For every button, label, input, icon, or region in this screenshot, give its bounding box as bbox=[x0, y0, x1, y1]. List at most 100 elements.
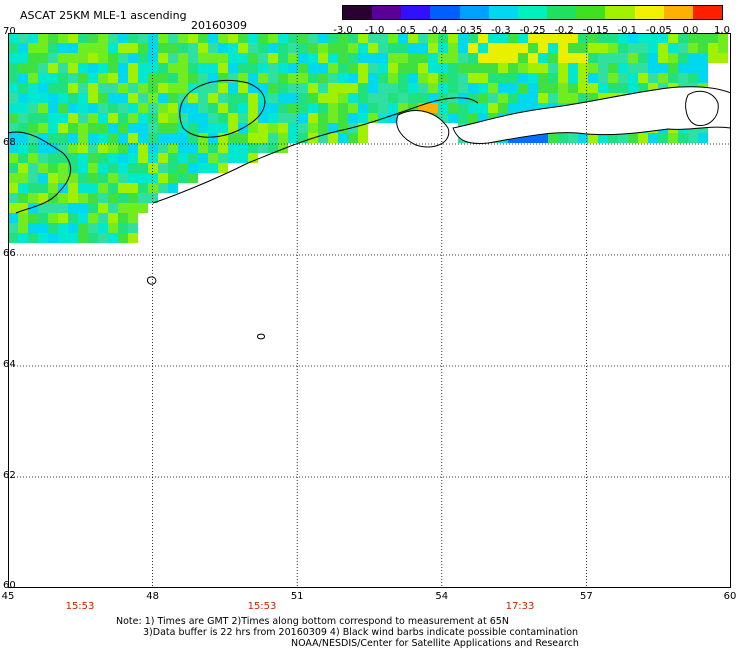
data-pixel bbox=[298, 83, 308, 93]
data-pixel bbox=[328, 113, 338, 123]
data-pixel bbox=[88, 153, 98, 163]
data-pixel bbox=[158, 173, 168, 183]
data-pixel bbox=[78, 193, 88, 203]
data-pixel bbox=[188, 103, 198, 113]
data-pixel bbox=[228, 103, 238, 113]
data-pixel bbox=[138, 63, 148, 73]
data-pixel bbox=[258, 133, 268, 143]
data-pixel bbox=[148, 93, 158, 103]
data-pixel bbox=[708, 33, 718, 43]
data-pixel bbox=[378, 63, 388, 73]
latitude-label: 60 bbox=[3, 580, 16, 591]
data-pixel bbox=[258, 63, 268, 73]
data-pixel bbox=[88, 163, 98, 173]
data-pixel bbox=[68, 73, 78, 83]
data-pixel bbox=[208, 73, 218, 83]
data-pixel bbox=[118, 53, 128, 63]
data-pixel bbox=[218, 153, 228, 163]
data-pixel bbox=[168, 123, 178, 133]
data-pixel bbox=[278, 93, 288, 103]
longitude-label: 54 bbox=[435, 591, 449, 602]
data-pixel bbox=[38, 63, 48, 73]
data-pixel bbox=[258, 103, 268, 113]
data-pixel bbox=[408, 33, 418, 43]
data-pixel bbox=[188, 43, 198, 53]
data-pixel bbox=[128, 93, 138, 103]
colorbar-label: -3.0 bbox=[333, 25, 353, 36]
data-pixel bbox=[118, 123, 128, 133]
data-pixel bbox=[198, 63, 208, 73]
data-pixel bbox=[548, 133, 558, 143]
data-pixel bbox=[198, 113, 208, 123]
map-plot[interactable] bbox=[8, 33, 731, 588]
data-pixel bbox=[458, 103, 468, 113]
data-pixel bbox=[288, 63, 298, 73]
data-pixel bbox=[88, 63, 98, 73]
data-pixel bbox=[308, 73, 318, 83]
data-pixel bbox=[68, 43, 78, 53]
colorbar-segment bbox=[401, 6, 431, 19]
data-pixel bbox=[328, 123, 338, 133]
data-pixel bbox=[268, 33, 278, 43]
data-pixel bbox=[598, 53, 608, 63]
data-pixel bbox=[108, 113, 118, 123]
data-pixel bbox=[238, 63, 248, 73]
data-pixel bbox=[418, 73, 428, 83]
data-pixel bbox=[48, 133, 58, 143]
data-pixel bbox=[228, 113, 238, 123]
coastlines bbox=[8, 79, 731, 340]
data-pixel bbox=[288, 133, 298, 143]
data-pixel bbox=[598, 33, 608, 43]
data-pixel bbox=[518, 33, 528, 43]
data-pixel bbox=[38, 133, 48, 143]
data-pixel bbox=[108, 93, 118, 103]
data-pixel bbox=[28, 133, 38, 143]
data-pixel bbox=[8, 153, 18, 163]
data-pixel bbox=[568, 33, 578, 43]
data-pixel bbox=[358, 133, 368, 143]
data-pixel bbox=[618, 73, 628, 83]
data-pixel bbox=[368, 113, 378, 123]
data-pixel bbox=[598, 133, 608, 143]
data-pixel bbox=[528, 93, 538, 103]
data-pixel bbox=[88, 233, 98, 243]
colorbar-segment bbox=[517, 6, 548, 19]
data-pixel bbox=[118, 223, 128, 233]
data-pixel bbox=[528, 43, 538, 53]
data-pixel bbox=[18, 153, 28, 163]
data-pixel bbox=[228, 53, 238, 63]
data-pixel bbox=[108, 203, 118, 213]
data-pixel bbox=[158, 113, 168, 123]
data-pixel bbox=[358, 103, 368, 113]
data-pixel bbox=[158, 123, 168, 133]
data-pixel bbox=[18, 183, 28, 193]
data-pixel bbox=[368, 103, 378, 113]
data-pixel bbox=[338, 113, 348, 123]
data-pixel bbox=[498, 83, 508, 93]
longitude-label: 60 bbox=[723, 591, 737, 602]
data-pixel bbox=[68, 83, 78, 93]
data-pixel bbox=[18, 113, 28, 123]
longitude-label: 51 bbox=[290, 591, 304, 602]
data-pixel bbox=[308, 123, 318, 133]
data-pixel bbox=[28, 153, 38, 163]
data-pixel bbox=[338, 93, 348, 103]
data-pixel bbox=[648, 53, 658, 63]
data-pixel bbox=[298, 33, 308, 43]
data-pixel bbox=[568, 73, 578, 83]
data-pixel bbox=[258, 43, 268, 53]
data-pixel bbox=[128, 233, 138, 243]
data-pixel bbox=[438, 43, 448, 53]
data-pixel bbox=[158, 183, 168, 193]
data-pixel bbox=[18, 193, 28, 203]
data-pixel bbox=[18, 53, 28, 63]
data-pixel bbox=[138, 153, 148, 163]
data-pixel bbox=[218, 63, 228, 73]
latitude-label: 68 bbox=[3, 137, 16, 148]
data-pixel bbox=[688, 73, 698, 83]
data-pixel bbox=[458, 43, 468, 53]
colorbar bbox=[342, 5, 723, 20]
data-pixel bbox=[698, 53, 708, 63]
data-pixel bbox=[78, 43, 88, 53]
data-pixel bbox=[508, 103, 518, 113]
